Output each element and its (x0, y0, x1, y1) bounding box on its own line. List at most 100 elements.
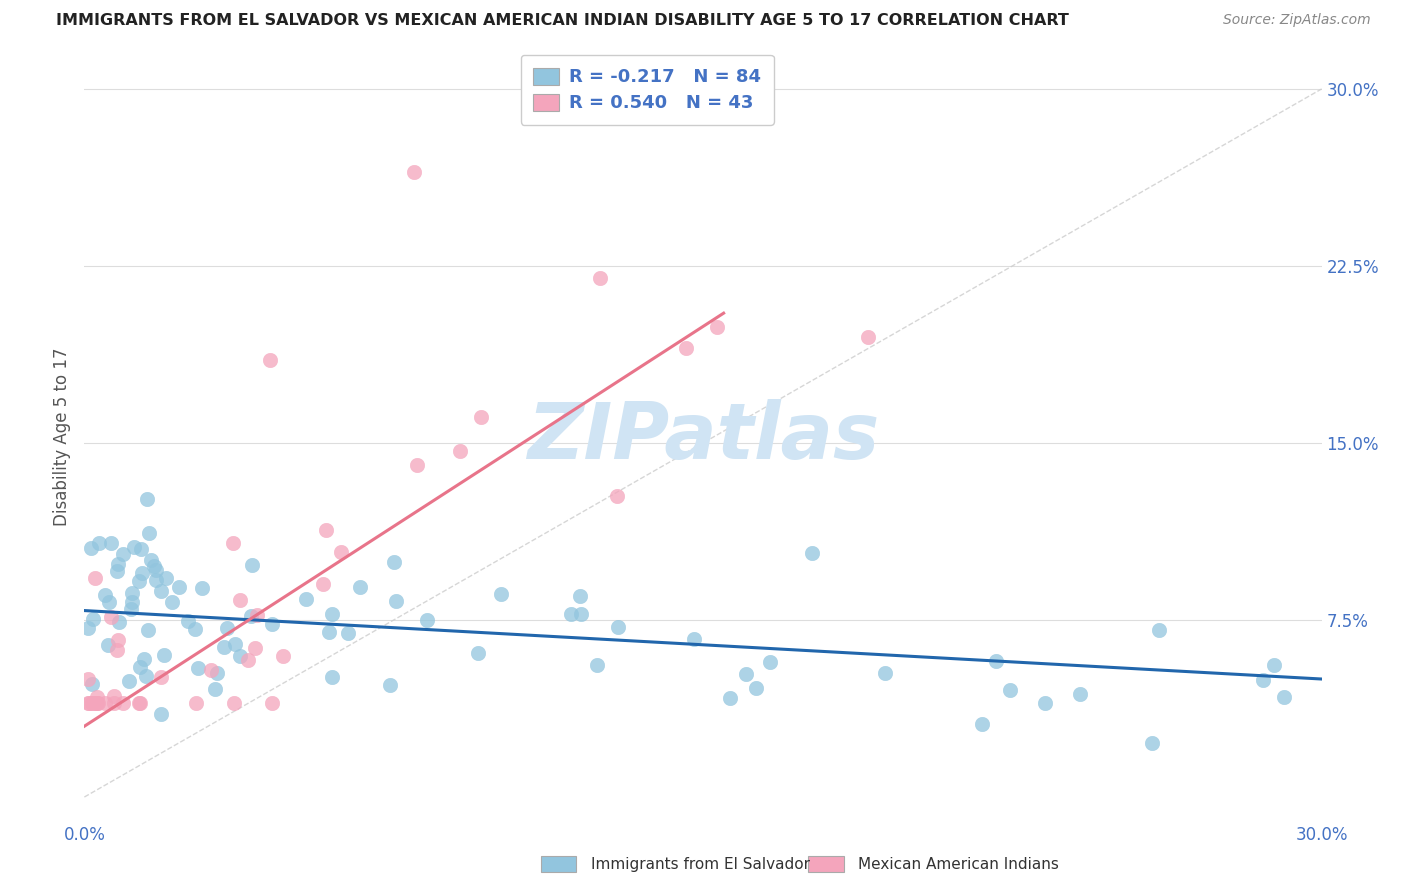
Point (318, 624, 340, 639)
Point (246, 608, 269, 623)
Point (378, 678, 401, 692)
Point (470, 409, 492, 424)
Point (236, 653, 259, 667)
Point (606, 489, 628, 503)
Point (87, 696, 110, 710)
Point (97, 638, 120, 652)
Point (217, 621, 239, 635)
Point (145, 563, 167, 577)
Point (190, 582, 212, 596)
Point (1147, 623, 1170, 637)
Point (224, 637, 246, 651)
Point (94, 589, 117, 603)
FancyBboxPatch shape (808, 856, 844, 872)
Point (86, 696, 108, 710)
Point (77, 673, 100, 687)
Point (1272, 690, 1295, 704)
Point (135, 669, 157, 683)
Point (998, 683, 1021, 698)
Point (77, 696, 100, 710)
Point (112, 547, 135, 561)
Point (321, 607, 343, 621)
Point (86, 690, 108, 705)
Text: IMMIGRANTS FROM EL SALVADOR VS MEXICAN AMERICAN INDIAN DISABILITY AGE 5 TO 17 CO: IMMIGRANTS FROM EL SALVADOR VS MEXICAN A… (56, 13, 1069, 29)
Text: ZIPatlas: ZIPatlas (527, 399, 879, 475)
Point (100, 536, 122, 550)
Point (128, 574, 150, 589)
Point (153, 648, 176, 663)
Point (118, 674, 141, 689)
Point (80, 696, 103, 710)
Point (122, 540, 145, 554)
Point (569, 607, 592, 621)
Point (129, 541, 152, 556)
Point (128, 660, 150, 674)
Point (984, 654, 1007, 668)
Point (132, 652, 155, 666)
Point (321, 671, 343, 685)
Point (734, 667, 756, 681)
Point (970, 717, 993, 731)
Point (128, 696, 150, 710)
Point (82, 696, 104, 710)
Point (121, 595, 143, 609)
Point (103, 696, 125, 710)
FancyBboxPatch shape (541, 856, 576, 872)
Point (1069, 687, 1091, 701)
Point (243, 640, 266, 655)
Point (187, 661, 209, 675)
Point (212, 640, 235, 655)
Text: Source: ZipAtlas.com: Source: ZipAtlas.com (1223, 13, 1371, 28)
Point (103, 690, 125, 704)
Point (222, 696, 245, 710)
Point (404, 164, 426, 178)
Point (150, 670, 173, 684)
Point (271, 649, 294, 664)
Text: Mexican American Indians: Mexican American Indians (858, 857, 1059, 872)
Point (315, 523, 337, 537)
Point (349, 580, 371, 594)
Point (606, 620, 628, 634)
Point (105, 642, 128, 657)
Point (312, 577, 335, 591)
Point (136, 623, 159, 637)
Point (184, 696, 207, 710)
Point (77, 696, 100, 710)
Point (856, 330, 879, 344)
Point (1263, 657, 1285, 672)
Point (84, 571, 107, 585)
Point (259, 353, 281, 368)
Point (121, 586, 143, 600)
Point (416, 613, 439, 627)
Y-axis label: Disability Age 5 to 17: Disability Age 5 to 17 (53, 348, 72, 526)
Point (205, 665, 228, 680)
Point (149, 584, 172, 599)
Point (222, 535, 245, 549)
Point (449, 444, 471, 458)
Point (491, 587, 513, 601)
Point (228, 593, 250, 607)
Point (718, 690, 741, 705)
Point (260, 616, 283, 631)
Point (229, 649, 252, 664)
Point (329, 545, 352, 559)
Point (87, 536, 110, 550)
Point (149, 707, 172, 722)
Point (800, 545, 823, 559)
Point (200, 663, 222, 677)
Point (77, 621, 100, 635)
Point (80, 541, 103, 556)
Point (138, 526, 160, 541)
Point (167, 580, 190, 594)
Point (142, 559, 165, 574)
Point (135, 491, 157, 506)
Point (240, 558, 263, 573)
Point (337, 625, 360, 640)
Point (141, 552, 163, 566)
Point (120, 602, 142, 616)
Point (260, 696, 283, 710)
Point (107, 632, 129, 647)
Point (145, 573, 167, 587)
Point (239, 609, 262, 624)
Point (160, 595, 183, 609)
